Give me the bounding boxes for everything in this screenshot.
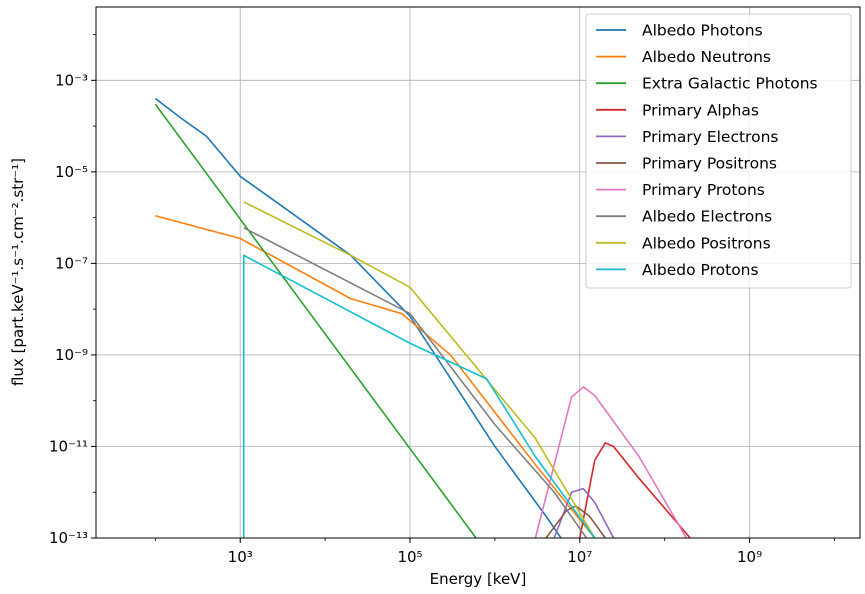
x-tick-label: 10⁵ (397, 548, 422, 566)
legend-entry-label: Albedo Positrons (642, 234, 771, 252)
legend-entry-label: Albedo Neutrons (642, 48, 771, 66)
y-tick-label: 10⁻⁵ (55, 163, 88, 181)
series-line-albedo-neutrons (155, 214, 596, 538)
y-axis-label: flux [part.keV⁻¹.s⁻¹.cm⁻².str⁻¹] (9, 158, 27, 386)
legend-entry-label: Extra Galactic Photons (642, 75, 818, 93)
x-tick-label: 10⁷ (567, 548, 592, 566)
series-line-albedo-positrons (243, 201, 596, 538)
series-group (154, 97, 691, 538)
legend-entry-label: Primary Positrons (642, 155, 777, 173)
legend-entry-label: Primary Alphas (642, 101, 759, 119)
axis-ticks: 10³ 10⁵ 10⁷ 10⁹ 10⁻³ 10⁻⁵ 10⁻⁷ 10⁻⁹ 10⁻¹¹ 10⁻¹³ (49, 34, 835, 566)
series-lines (154, 97, 691, 538)
series-line-albedo-protons (242, 254, 596, 538)
y-tick-label: 10⁻⁷ (55, 254, 88, 272)
y-tick-label: 10⁻¹¹ (49, 437, 88, 455)
legend-entry-label: Primary Protons (642, 181, 765, 199)
legend-entry-label: Albedo Electrons (642, 208, 772, 226)
plot-area-frame (95, 6, 861, 539)
y-tick-label: 10⁻⁹ (55, 346, 88, 364)
series-line-albedo-electrons (243, 227, 588, 538)
y-tick-label: 10⁻¹³ (49, 529, 88, 547)
y-tick-label: 10⁻³ (55, 71, 88, 89)
series-line-primary-protons (534, 386, 688, 538)
legend-box (585, 13, 852, 289)
legend: Albedo Photons Albedo Neutrons Extra Galac… (585, 13, 852, 289)
legend-entry-label: Primary Electrons (642, 128, 778, 146)
x-tick-label: 10⁹ (737, 548, 762, 566)
x-axis-label: Energy [keV] (430, 570, 527, 588)
legend-entry-label: Albedo Protons (642, 261, 759, 279)
legend-entry-label: Albedo Photons (642, 22, 763, 40)
series-line-primary-alphas (578, 442, 691, 538)
series-line-extra-galactic-photons (154, 103, 477, 538)
x-tick-label: 10³ (228, 548, 253, 566)
